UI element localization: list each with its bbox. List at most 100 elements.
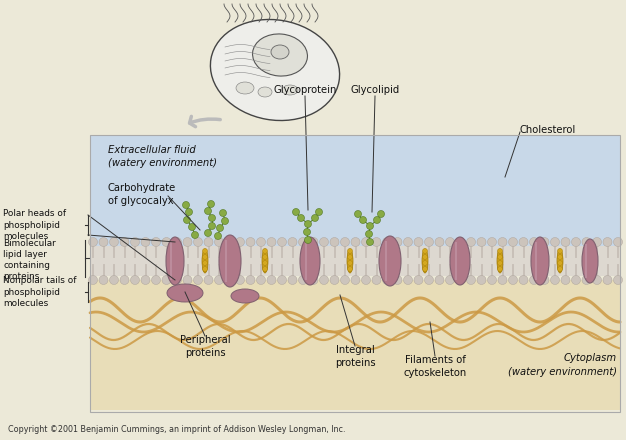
Circle shape xyxy=(202,249,207,253)
Circle shape xyxy=(304,237,312,243)
Circle shape xyxy=(446,238,454,246)
Circle shape xyxy=(414,238,423,246)
Ellipse shape xyxy=(210,19,339,121)
Circle shape xyxy=(558,254,563,260)
Circle shape xyxy=(382,275,391,285)
Ellipse shape xyxy=(231,289,259,303)
Circle shape xyxy=(151,238,160,246)
Circle shape xyxy=(99,275,108,285)
Circle shape xyxy=(477,275,486,285)
Circle shape xyxy=(393,238,402,246)
Circle shape xyxy=(498,238,507,246)
Circle shape xyxy=(299,275,307,285)
Circle shape xyxy=(162,238,171,246)
Circle shape xyxy=(423,267,428,271)
Ellipse shape xyxy=(300,237,320,285)
Circle shape xyxy=(173,238,182,246)
Text: Peripheral
proteins: Peripheral proteins xyxy=(180,335,230,358)
Circle shape xyxy=(372,238,381,246)
Circle shape xyxy=(603,275,612,285)
Circle shape xyxy=(592,275,602,285)
Circle shape xyxy=(572,238,580,246)
Circle shape xyxy=(366,223,374,230)
Circle shape xyxy=(347,249,352,253)
Circle shape xyxy=(423,260,428,265)
Circle shape xyxy=(466,275,476,285)
Ellipse shape xyxy=(347,249,353,273)
Circle shape xyxy=(202,267,207,271)
Circle shape xyxy=(130,238,140,246)
Text: Integral
proteins: Integral proteins xyxy=(335,345,376,368)
Circle shape xyxy=(423,254,428,260)
Text: Glycoprotein: Glycoprotein xyxy=(274,85,337,95)
Bar xyxy=(90,135,620,412)
Circle shape xyxy=(456,275,465,285)
Text: Carbohydrate
of glycocalyx: Carbohydrate of glycocalyx xyxy=(108,183,177,206)
Circle shape xyxy=(99,238,108,246)
Bar xyxy=(90,280,620,410)
Circle shape xyxy=(519,275,528,285)
Circle shape xyxy=(193,238,202,246)
Circle shape xyxy=(466,238,476,246)
Circle shape xyxy=(88,275,98,285)
Circle shape xyxy=(267,238,276,246)
Circle shape xyxy=(347,254,352,260)
Circle shape xyxy=(257,238,265,246)
Circle shape xyxy=(312,215,319,221)
Text: Copyright ©2001 Benjamin Cummings, an imprint of Addison Wesley Longman, Inc.: Copyright ©2001 Benjamin Cummings, an im… xyxy=(8,425,346,434)
Circle shape xyxy=(288,275,297,285)
Circle shape xyxy=(530,275,538,285)
Circle shape xyxy=(183,216,190,224)
Circle shape xyxy=(558,267,563,271)
Circle shape xyxy=(246,238,255,246)
Circle shape xyxy=(530,238,538,246)
Circle shape xyxy=(267,275,276,285)
Ellipse shape xyxy=(282,85,298,95)
Ellipse shape xyxy=(422,249,428,273)
Circle shape xyxy=(192,231,198,238)
Circle shape xyxy=(456,238,465,246)
Circle shape xyxy=(351,238,360,246)
Circle shape xyxy=(603,238,612,246)
Circle shape xyxy=(277,238,287,246)
Circle shape xyxy=(235,238,245,246)
Circle shape xyxy=(330,275,339,285)
Circle shape xyxy=(162,275,171,285)
Circle shape xyxy=(498,249,503,253)
Circle shape xyxy=(297,215,304,221)
Circle shape xyxy=(288,238,297,246)
Circle shape xyxy=(498,260,503,265)
Circle shape xyxy=(120,238,129,246)
Circle shape xyxy=(351,275,360,285)
Ellipse shape xyxy=(258,87,272,97)
Circle shape xyxy=(110,275,118,285)
Circle shape xyxy=(540,238,549,246)
Ellipse shape xyxy=(271,45,289,59)
Circle shape xyxy=(341,238,349,246)
Circle shape xyxy=(292,209,299,216)
Ellipse shape xyxy=(252,34,307,76)
Circle shape xyxy=(88,238,98,246)
Circle shape xyxy=(347,260,352,265)
Ellipse shape xyxy=(166,237,184,285)
Circle shape xyxy=(188,224,195,231)
Circle shape xyxy=(377,210,384,217)
Circle shape xyxy=(316,209,322,216)
Circle shape xyxy=(366,238,374,246)
Circle shape xyxy=(215,238,223,246)
Circle shape xyxy=(354,210,361,217)
Circle shape xyxy=(446,275,454,285)
Circle shape xyxy=(217,224,223,231)
Text: Bimolecular
lipid layer
containing
proteins: Bimolecular lipid layer containing prote… xyxy=(3,239,56,281)
Circle shape xyxy=(488,238,496,246)
Circle shape xyxy=(246,275,255,285)
Circle shape xyxy=(299,238,307,246)
Circle shape xyxy=(120,275,129,285)
Ellipse shape xyxy=(379,236,401,286)
Circle shape xyxy=(207,201,215,208)
Ellipse shape xyxy=(219,235,241,287)
Circle shape xyxy=(141,275,150,285)
Circle shape xyxy=(477,238,486,246)
Circle shape xyxy=(173,275,182,285)
Circle shape xyxy=(330,238,339,246)
